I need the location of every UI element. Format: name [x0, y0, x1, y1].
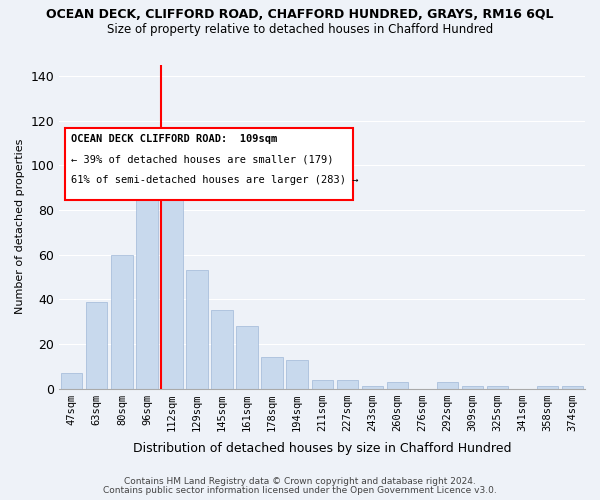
Bar	[211, 310, 233, 388]
Bar	[337, 380, 358, 388]
Bar	[236, 326, 257, 388]
Bar	[437, 382, 458, 388]
Bar	[487, 386, 508, 388]
Bar	[61, 373, 82, 388]
Text: ← 39% of detached houses are smaller (179): ← 39% of detached houses are smaller (17…	[71, 154, 334, 164]
Bar	[386, 382, 408, 388]
Bar	[111, 254, 133, 388]
Text: Contains public sector information licensed under the Open Government Licence v3: Contains public sector information licen…	[103, 486, 497, 495]
Bar	[86, 302, 107, 388]
Text: Size of property relative to detached houses in Chafford Hundred: Size of property relative to detached ho…	[107, 22, 493, 36]
Bar	[562, 386, 583, 388]
Bar	[262, 358, 283, 388]
Y-axis label: Number of detached properties: Number of detached properties	[15, 139, 25, 314]
Text: OCEAN DECK, CLIFFORD ROAD, CHAFFORD HUNDRED, GRAYS, RM16 6QL: OCEAN DECK, CLIFFORD ROAD, CHAFFORD HUND…	[46, 8, 554, 20]
Text: OCEAN DECK CLIFFORD ROAD:  109sqm: OCEAN DECK CLIFFORD ROAD: 109sqm	[71, 134, 278, 143]
Bar	[187, 270, 208, 388]
Bar	[286, 360, 308, 388]
Bar	[362, 386, 383, 388]
Text: Contains HM Land Registry data © Crown copyright and database right 2024.: Contains HM Land Registry data © Crown c…	[124, 477, 476, 486]
Text: 61% of semi-detached houses are larger (283) →: 61% of semi-detached houses are larger (…	[71, 175, 359, 185]
Bar	[136, 132, 158, 388]
X-axis label: Distribution of detached houses by size in Chafford Hundred: Distribution of detached houses by size …	[133, 442, 511, 455]
Bar	[537, 386, 558, 388]
Bar	[462, 386, 483, 388]
Bar	[161, 176, 182, 388]
Bar	[311, 380, 333, 388]
